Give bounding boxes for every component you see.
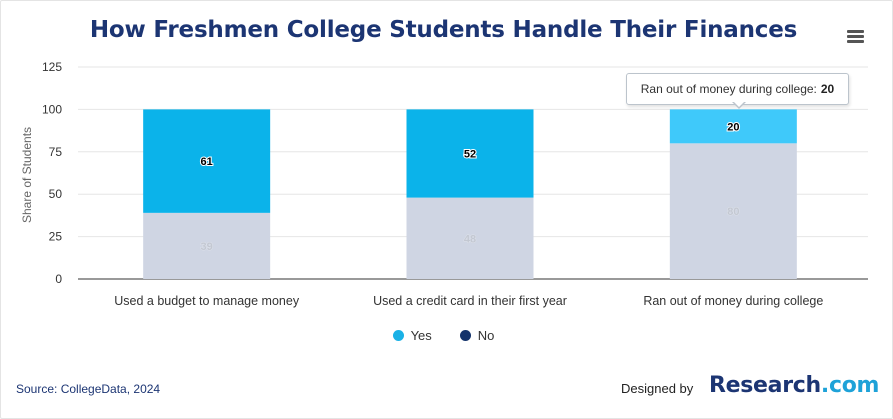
y-tick-label: 100 [42, 102, 62, 116]
legend-dot-no [459, 330, 471, 341]
legend-label-no: No [477, 328, 495, 343]
chart-title: How Freshmen College Students Handle The… [89, 17, 798, 43]
source-text: Source: CollegeData, 2024 [16, 382, 161, 396]
tooltip-label: Ran out of money during college: [640, 82, 817, 96]
data-label-yes: 20 [727, 121, 739, 133]
data-label-yes: 52 [464, 148, 476, 160]
designed-by-text: Designed by [621, 381, 694, 396]
bar-no [143, 212, 271, 279]
y-tick-label: 75 [49, 145, 63, 159]
y-tick-label: 50 [49, 187, 63, 201]
legend-label-yes: Yes [410, 328, 432, 343]
y-tick-label: 125 [42, 60, 62, 74]
data-label-yes: 61 [201, 156, 213, 168]
hamburger-menu-icon[interactable] [847, 30, 864, 44]
y-tick-label: 25 [49, 230, 63, 244]
legend-item-no[interactable]: No [459, 328, 495, 343]
y-axis-title: Share of Students [20, 127, 34, 223]
x-category-label: Used a budget to manage money [114, 294, 300, 308]
brand-suffix: .com [820, 373, 880, 398]
y-tick-label: 0 [55, 272, 62, 286]
bar-yes [406, 109, 534, 198]
data-label-no: 48 [464, 233, 476, 245]
x-category-label: Used a credit card in their first year [373, 294, 567, 308]
bar-yes [669, 109, 797, 144]
legend: Yes No [1, 328, 886, 343]
legend-item-yes[interactable]: Yes [392, 328, 432, 343]
brand-name: Research [709, 373, 821, 398]
bar-no [406, 197, 534, 279]
bar-no [669, 143, 797, 279]
chart-svg: 0 25 50 75 100 125 Share of Students 61 39 Used a… [20, 60, 868, 308]
tooltip: Ran out of money during college: 20 [626, 73, 849, 105]
tooltip-value: 20 [820, 82, 835, 96]
x-category-label: Ran out of money during college [643, 294, 823, 308]
research-logo[interactable]: Research.com [709, 373, 879, 398]
data-label-no: 80 [727, 206, 739, 218]
bar-yes [143, 109, 271, 213]
legend-dot-yes [392, 330, 404, 341]
data-label-no: 39 [201, 241, 213, 253]
